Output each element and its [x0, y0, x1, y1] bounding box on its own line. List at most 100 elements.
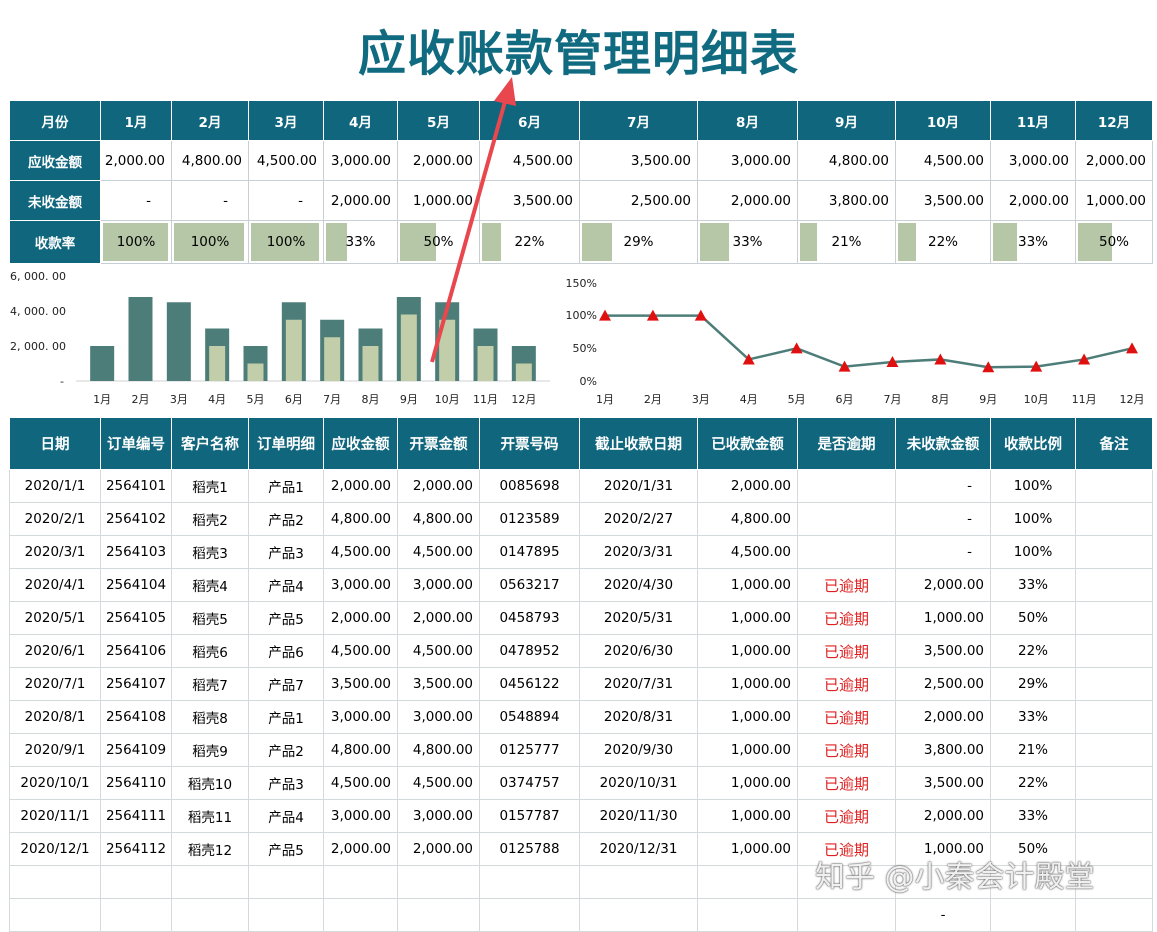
collection-rate-cell[interactable]: 33% — [697, 220, 798, 264]
detail-cell[interactable]: 已逾期 — [797, 568, 896, 602]
detail-cell[interactable]: 稻壳2 — [171, 502, 249, 536]
unreceived-cell[interactable]: 3,500.00 — [479, 180, 580, 221]
detail-column-header[interactable]: 备注 — [1075, 417, 1153, 470]
detail-cell[interactable]: 稻壳9 — [171, 733, 249, 767]
detail-cell[interactable]: 2020/5/1 — [9, 601, 101, 635]
detail-cell[interactable]: 已逾期 — [797, 601, 896, 635]
detail-cell[interactable]: 2,000.00 — [323, 832, 398, 866]
detail-cell[interactable]: 2564107 — [100, 667, 172, 701]
detail-cell[interactable]: 4,800.00 — [323, 733, 398, 767]
detail-cell[interactable]: 稻壳10 — [171, 766, 249, 800]
detail-cell[interactable]: 产品2 — [248, 502, 324, 536]
detail-cell[interactable]: 2,000.00 — [895, 568, 991, 602]
detail-cell[interactable]: 产品6 — [248, 634, 324, 668]
month-header-cell[interactable]: 9月 — [797, 100, 896, 141]
empty-cell[interactable] — [479, 865, 580, 899]
detail-cell[interactable]: 2020/1/31 — [579, 469, 698, 503]
detail-column-header[interactable]: 客户名称 — [171, 417, 249, 470]
detail-cell[interactable]: 4,500.00 — [323, 634, 398, 668]
detail-cell[interactable]: 2564106 — [100, 634, 172, 668]
detail-cell[interactable]: 2,000.00 — [895, 799, 991, 833]
detail-column-header[interactable]: 应收金额 — [323, 417, 398, 470]
detail-cell[interactable]: 1,000.00 — [697, 799, 798, 833]
empty-cell[interactable] — [1075, 898, 1153, 932]
month-header-cell[interactable]: 12月 — [1075, 100, 1153, 141]
detail-cell[interactable] — [1075, 766, 1153, 800]
detail-cell[interactable]: 4,500.00 — [697, 535, 798, 569]
unreceived-cell[interactable]: 2,000.00 — [990, 180, 1076, 221]
receivable-cell[interactable]: 2,000.00 — [1075, 140, 1153, 181]
detail-cell[interactable]: 0123589 — [479, 502, 580, 536]
detail-cell[interactable]: 3,500.00 — [895, 766, 991, 800]
collection-rate-cell[interactable]: 22% — [479, 220, 580, 264]
detail-cell[interactable]: 0548894 — [479, 700, 580, 734]
month-header-label[interactable]: 月份 — [9, 100, 101, 141]
unreceived-cell[interactable]: 3,500.00 — [895, 180, 991, 221]
detail-cell[interactable]: 2,000.00 — [697, 469, 798, 503]
empty-cell[interactable] — [697, 898, 798, 932]
detail-cell[interactable]: 已逾期 — [797, 832, 896, 866]
detail-cell[interactable]: 100% — [990, 469, 1076, 503]
detail-cell[interactable]: 2020/10/31 — [579, 766, 698, 800]
collection-rate-cell[interactable]: 33% — [323, 220, 398, 264]
unreceived-cell[interactable]: - — [171, 180, 249, 221]
detail-cell[interactable]: 4,500.00 — [323, 535, 398, 569]
detail-cell[interactable]: 稻壳7 — [171, 667, 249, 701]
empty-cell[interactable] — [171, 898, 249, 932]
detail-cell[interactable]: 0157787 — [479, 799, 580, 833]
detail-cell[interactable]: 2564103 — [100, 535, 172, 569]
detail-cell[interactable] — [797, 469, 896, 503]
empty-cell[interactable] — [697, 865, 798, 899]
detail-column-header[interactable]: 收款比例 — [990, 417, 1076, 470]
empty-cell[interactable] — [397, 865, 480, 899]
unreceived-cell[interactable]: 3,800.00 — [797, 180, 896, 221]
detail-column-header[interactable]: 截止收款日期 — [579, 417, 698, 470]
detail-column-header[interactable]: 日期 — [9, 417, 101, 470]
detail-cell[interactable]: 3,500.00 — [323, 667, 398, 701]
detail-cell[interactable] — [1075, 832, 1153, 866]
detail-cell[interactable]: 2020/5/31 — [579, 601, 698, 635]
receivable-cell[interactable]: 4,500.00 — [248, 140, 324, 181]
detail-cell[interactable]: 4,800.00 — [397, 733, 480, 767]
empty-cell[interactable] — [579, 865, 698, 899]
detail-cell[interactable]: 稻壳6 — [171, 634, 249, 668]
detail-cell[interactable]: 已逾期 — [797, 766, 896, 800]
empty-cell[interactable] — [397, 898, 480, 932]
month-header-cell[interactable]: 10月 — [895, 100, 991, 141]
detail-cell[interactable]: 1,000.00 — [697, 700, 798, 734]
detail-cell[interactable]: 3,000.00 — [323, 568, 398, 602]
detail-cell[interactable]: 2020/1/1 — [9, 469, 101, 503]
detail-cell[interactable]: 2564111 — [100, 799, 172, 833]
detail-cell[interactable] — [1075, 568, 1153, 602]
detail-cell[interactable]: 稻壳3 — [171, 535, 249, 569]
detail-cell[interactable]: 33% — [990, 799, 1076, 833]
detail-cell[interactable]: 1,000.00 — [697, 667, 798, 701]
detail-cell[interactable]: 产品3 — [248, 766, 324, 800]
empty-cell[interactable] — [1075, 865, 1153, 899]
unreceived-cell[interactable]: 1,000.00 — [1075, 180, 1153, 221]
detail-cell[interactable]: 2020/11/30 — [579, 799, 698, 833]
detail-cell[interactable]: 产品1 — [248, 469, 324, 503]
month-header-cell[interactable]: 2月 — [171, 100, 249, 141]
detail-column-header[interactable]: 是否逾期 — [797, 417, 896, 470]
empty-cell[interactable]: - — [895, 898, 991, 932]
detail-cell[interactable]: 50% — [990, 601, 1076, 635]
detail-cell[interactable]: 1,000.00 — [895, 601, 991, 635]
detail-cell[interactable] — [1075, 733, 1153, 767]
detail-cell[interactable]: 0478952 — [479, 634, 580, 668]
detail-cell[interactable]: 2,000.00 — [397, 601, 480, 635]
detail-cell[interactable]: 1,000.00 — [697, 766, 798, 800]
receivable-cell[interactable]: 4,800.00 — [171, 140, 249, 181]
detail-cell[interactable]: 产品5 — [248, 601, 324, 635]
unreceived-cell[interactable]: - — [248, 180, 324, 221]
detail-cell[interactable]: 3,000.00 — [397, 568, 480, 602]
detail-cell[interactable]: 0125777 — [479, 733, 580, 767]
detail-cell[interactable]: 21% — [990, 733, 1076, 767]
detail-cell[interactable]: 2,000.00 — [323, 601, 398, 635]
detail-cell[interactable]: 4,500.00 — [397, 766, 480, 800]
detail-cell[interactable]: 产品4 — [248, 799, 324, 833]
detail-column-header[interactable]: 订单明细 — [248, 417, 324, 470]
empty-cell[interactable] — [579, 898, 698, 932]
detail-cell[interactable]: 22% — [990, 634, 1076, 668]
detail-cell[interactable]: 2,000.00 — [323, 469, 398, 503]
